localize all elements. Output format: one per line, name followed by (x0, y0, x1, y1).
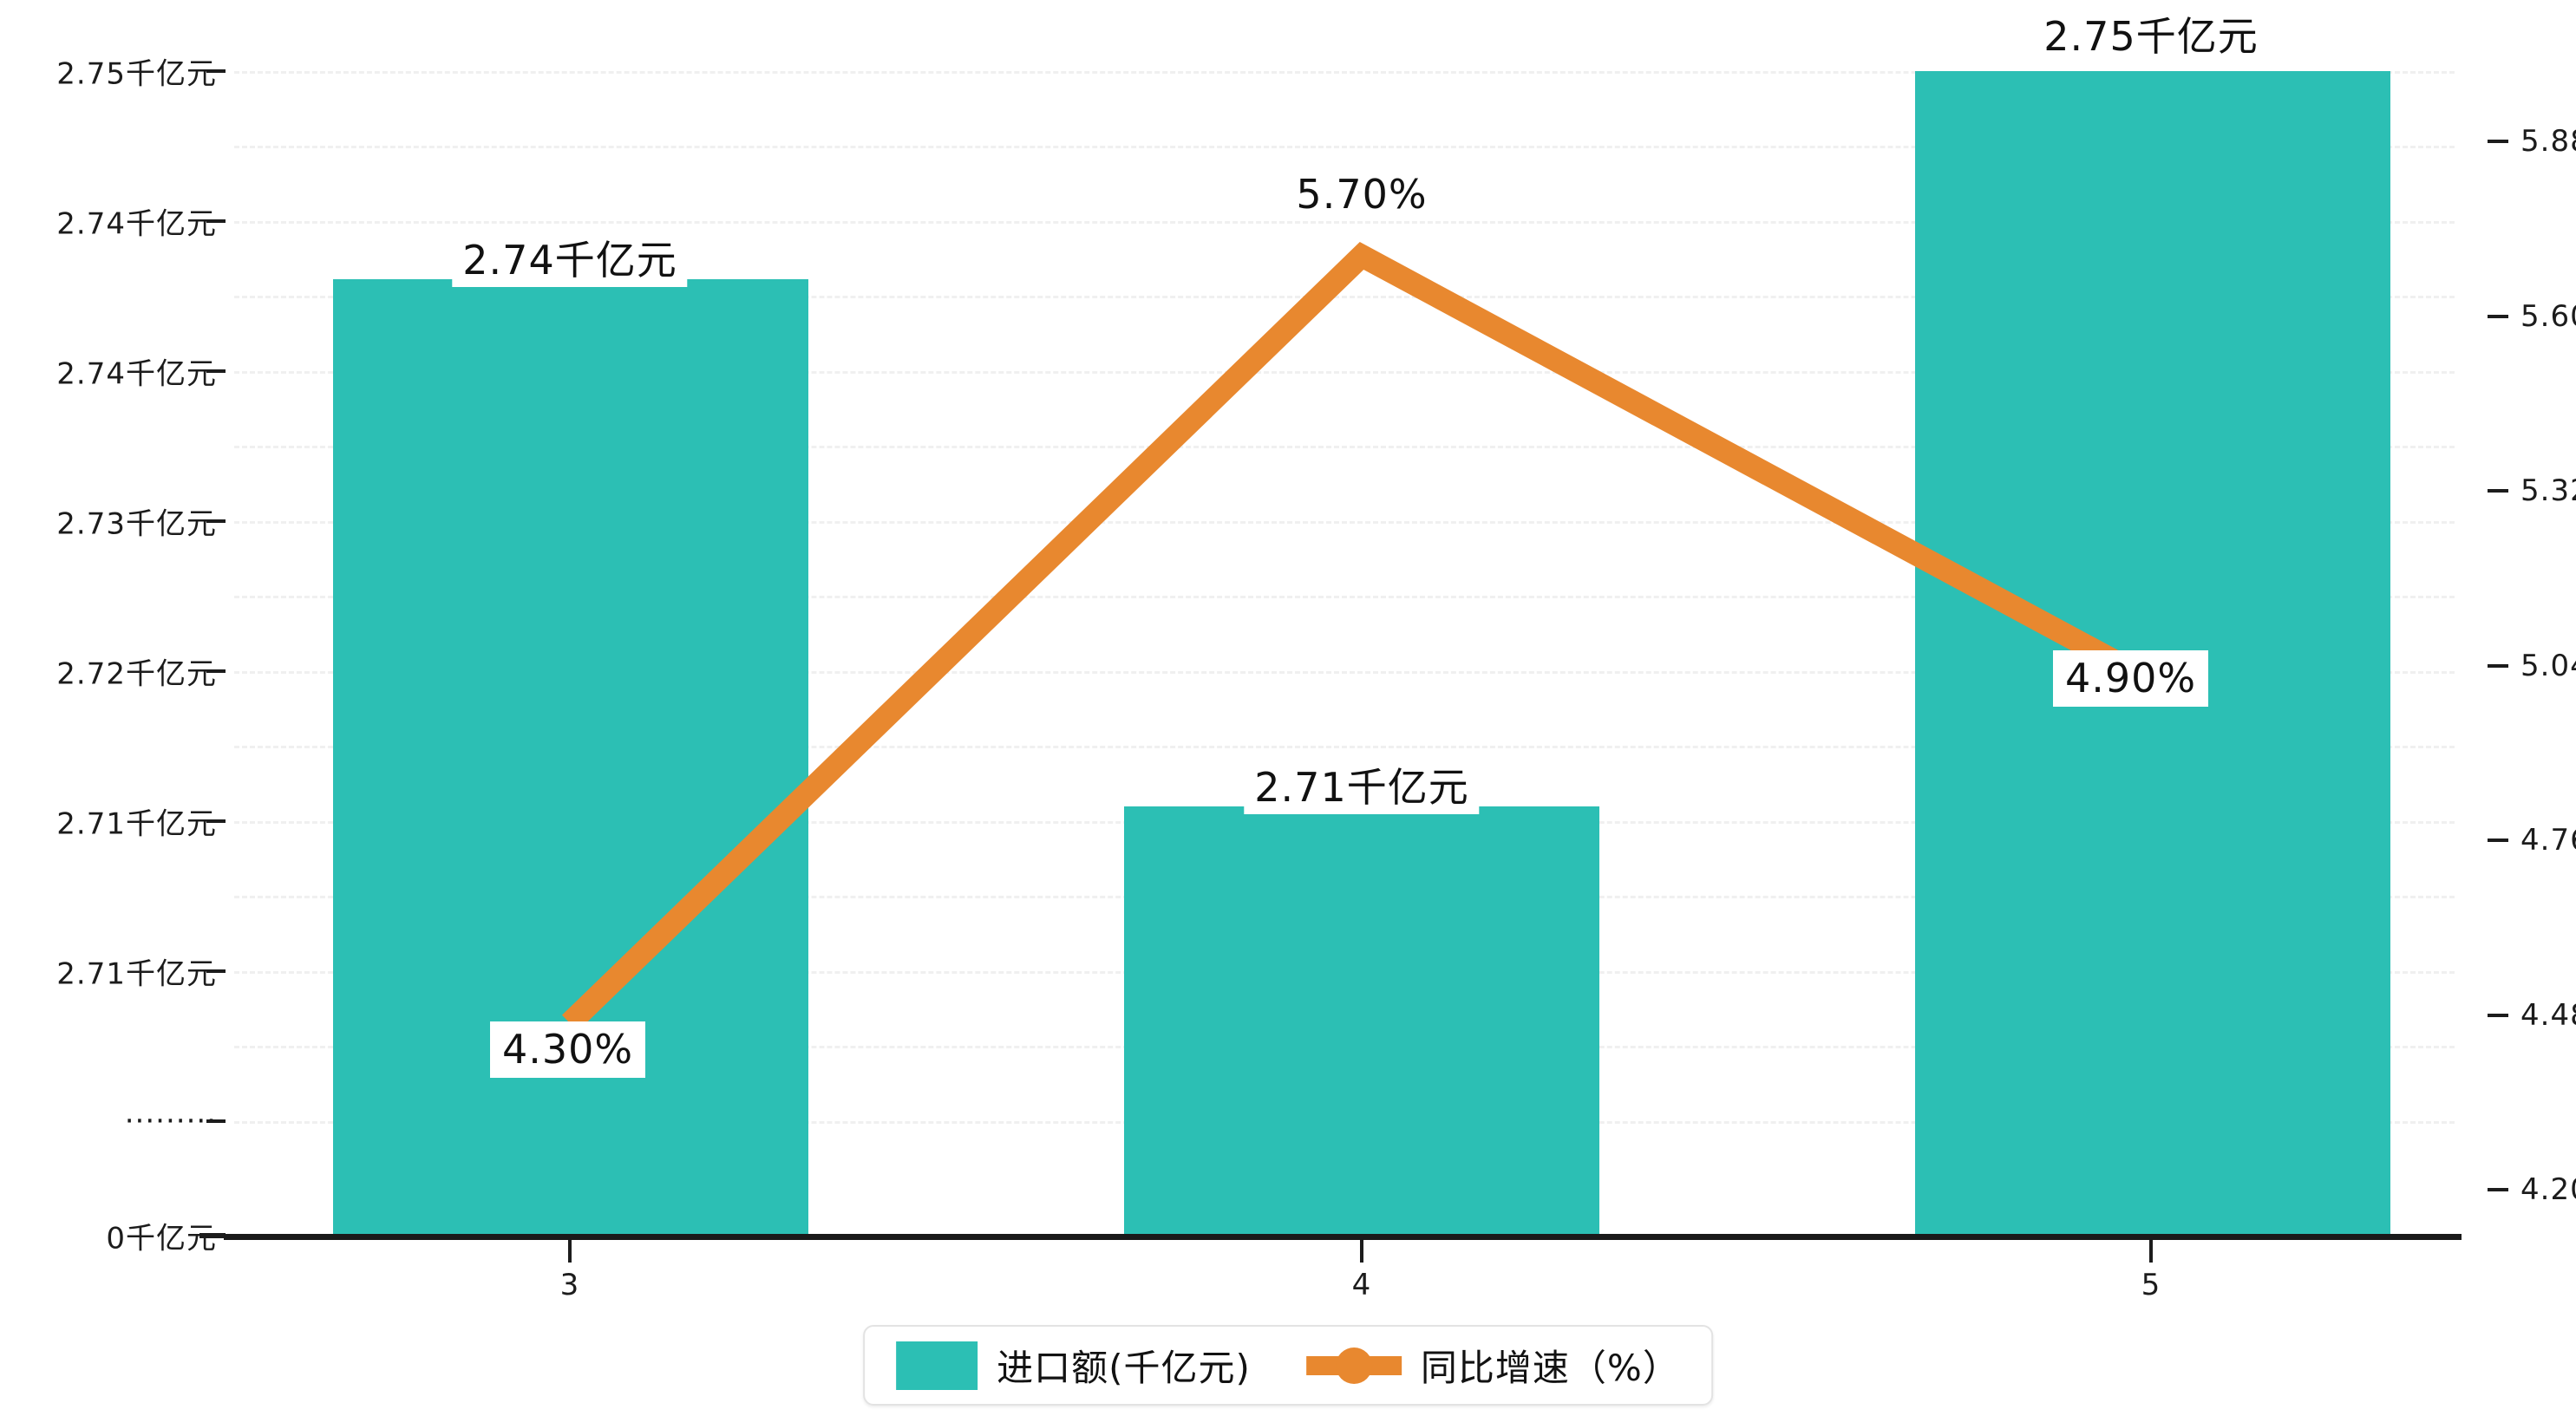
x-axis-label: 4 (1351, 1268, 1372, 1302)
y-axis-left-label: 2.71千亿元 (56, 956, 217, 992)
y-axis-right-label: 5.88 (2520, 124, 2576, 159)
legend-label: 同比增速（%） (1420, 1347, 1680, 1389)
x-axis-label: 5 (2141, 1268, 2161, 1302)
y-axis-left-tick (206, 519, 226, 523)
y-axis-left-label: ········· (124, 1104, 217, 1139)
y-axis-left-label: 2.74千亿元 (56, 206, 217, 242)
legend-item-import-amount[interactable]: 进口额(千亿元) (896, 1339, 1251, 1392)
x-axis-line (224, 1234, 2462, 1240)
gridline (234, 221, 2455, 224)
y-axis-left-tick (206, 1119, 226, 1123)
gridline (234, 146, 2455, 148)
line-data-label: 5.70% (1296, 171, 1428, 218)
y-axis-right-label: 5.32 (2520, 473, 2576, 508)
gridline (234, 71, 2455, 74)
y-axis-right-tick (2488, 489, 2508, 493)
x-axis-tick (2149, 1240, 2153, 1263)
x-axis-label: 3 (559, 1268, 580, 1302)
y-axis-right-label: 4.20 (2520, 1172, 2576, 1207)
y-axis-left-tick (206, 369, 226, 373)
line-marker-swatch-icon (1305, 1341, 1402, 1390)
y-axis-left-label: 2.75千亿元 (56, 56, 217, 92)
y-axis-left-tick (206, 969, 226, 973)
y-axis-left-tick (206, 219, 226, 223)
line-data-label: 4.90% (2053, 650, 2209, 708)
bar-category-4[interactable] (1124, 806, 1599, 1236)
y-axis-left-tick-origin (199, 1233, 226, 1238)
bar-swatch-icon (896, 1341, 978, 1390)
legend-label: 进口额(千亿元) (997, 1347, 1251, 1389)
y-axis-left-tick (206, 69, 226, 73)
y-axis-left-label: 2.71千亿元 (56, 806, 217, 842)
line-data-label: 4.30% (490, 1021, 646, 1079)
y-axis-right-tick (2488, 140, 2508, 143)
y-axis-right-label: 5.60 (2520, 299, 2576, 334)
y-axis-right-tick (2488, 664, 2508, 668)
y-axis-right-label: 4.76 (2520, 823, 2576, 858)
y-axis-right-tick (2488, 839, 2508, 842)
bar-data-label: 2.75千亿元 (2033, 10, 2269, 64)
x-axis-tick (1360, 1240, 1363, 1263)
x-axis-tick (568, 1240, 572, 1263)
bar-data-label: 2.71千亿元 (1244, 761, 1480, 815)
y-axis-right-tick (2488, 315, 2508, 318)
bar-data-label: 2.74千亿元 (452, 234, 688, 288)
y-axis-right-tick (2488, 1014, 2508, 1017)
y-axis-right-tick (2488, 1188, 2508, 1191)
legend-item-growth-rate[interactable]: 同比增速（%） (1305, 1339, 1680, 1392)
bar-category-3[interactable] (333, 279, 808, 1236)
y-axis-left-tick (206, 819, 226, 823)
y-axis-right-label: 5.04 (2520, 649, 2576, 683)
y-axis-left-tick (206, 669, 226, 673)
y-axis-left-label: 2.73千亿元 (56, 506, 217, 542)
y-axis-left-label: 2.74千亿元 (56, 356, 217, 392)
y-axis-left-label: 2.72千亿元 (56, 656, 217, 692)
y-axis-right-label: 4.48 (2520, 998, 2576, 1033)
y-axis-left-label-origin: 0千亿元 (106, 1221, 217, 1256)
legend: 进口额(千亿元) 同比增速（%） (863, 1325, 1713, 1406)
